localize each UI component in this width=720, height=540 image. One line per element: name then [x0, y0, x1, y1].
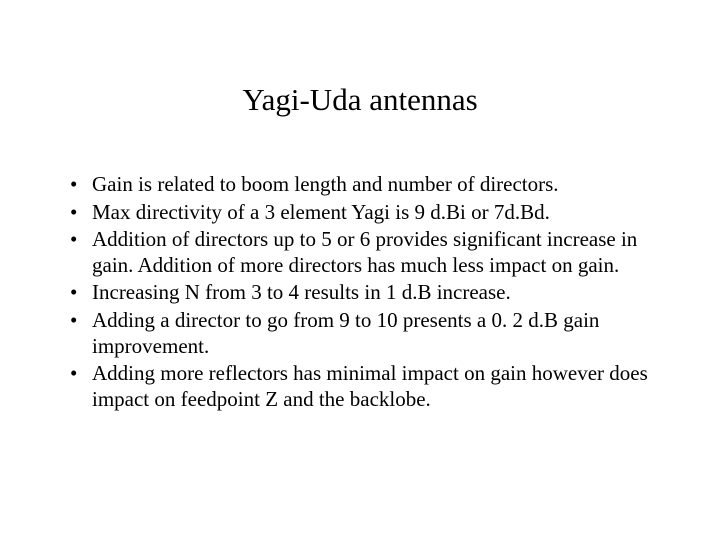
bullet-item: Max directivity of a 3 element Yagi is 9…: [64, 200, 660, 226]
bullet-list: Gain is related to boom length and numbe…: [64, 172, 660, 412]
slide-body: Gain is related to boom length and numbe…: [64, 172, 660, 414]
bullet-item: Adding a director to go from 9 to 10 pre…: [64, 308, 660, 359]
slide: Yagi-Uda antennas Gain is related to boo…: [0, 0, 720, 540]
bullet-item: Addition of directors up to 5 or 6 provi…: [64, 227, 660, 278]
bullet-item: Increasing N from 3 to 4 results in 1 d.…: [64, 280, 660, 306]
slide-title: Yagi-Uda antennas: [0, 0, 720, 118]
bullet-item: Adding more reflectors has minimal impac…: [64, 361, 660, 412]
bullet-item: Gain is related to boom length and numbe…: [64, 172, 660, 198]
